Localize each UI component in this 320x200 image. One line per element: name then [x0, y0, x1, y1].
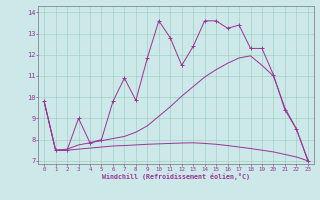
- X-axis label: Windchill (Refroidissement éolien,°C): Windchill (Refroidissement éolien,°C): [102, 173, 250, 180]
